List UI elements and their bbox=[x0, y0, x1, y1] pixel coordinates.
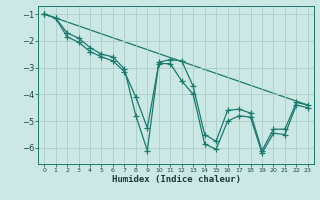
X-axis label: Humidex (Indice chaleur): Humidex (Indice chaleur) bbox=[111, 175, 241, 184]
